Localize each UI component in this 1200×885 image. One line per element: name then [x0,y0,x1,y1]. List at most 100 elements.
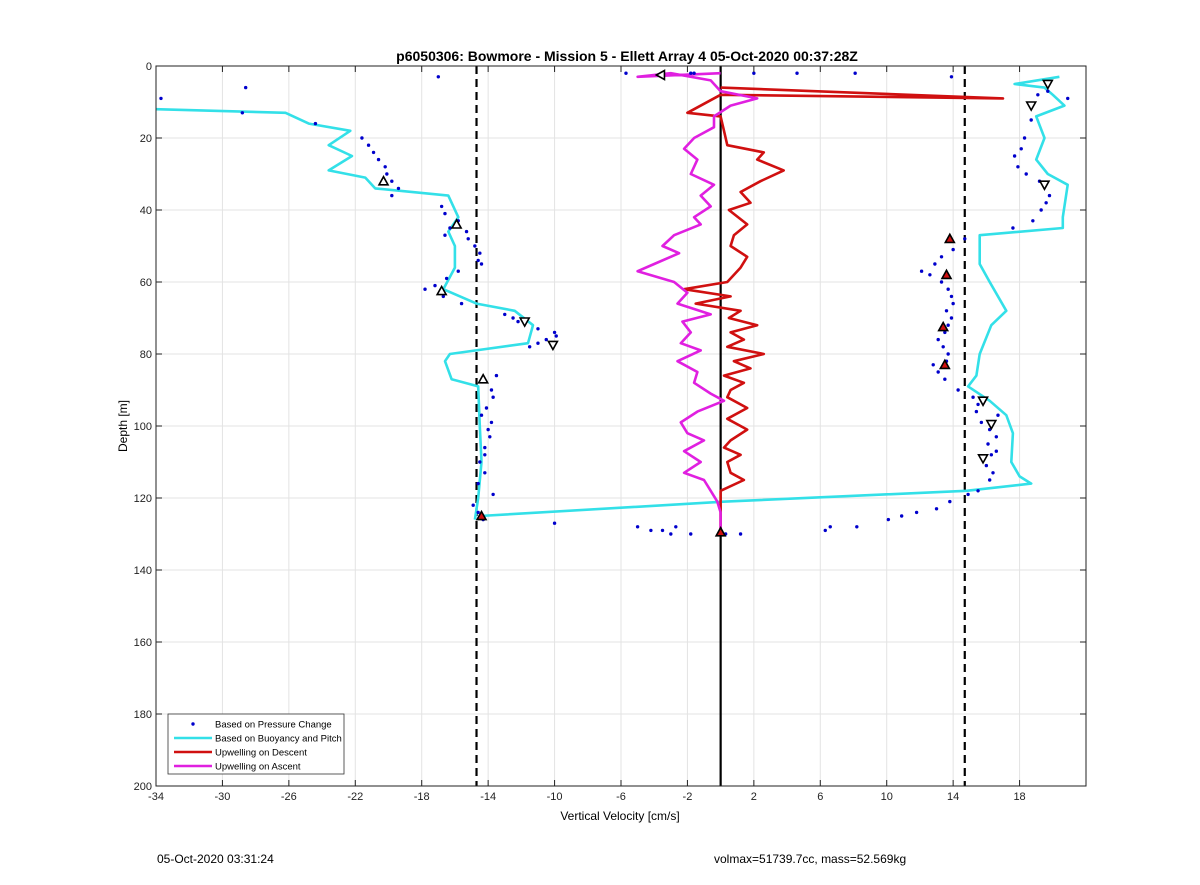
pressure-change-point [795,71,799,75]
pressure-change-point [441,294,446,299]
pressure-change-point [976,402,980,407]
legend-entry-label: Based on Buoyancy and Pitch [215,734,342,745]
pressure-change-point [946,352,950,356]
pressure-change-point [669,532,673,536]
pressure-change-point [987,478,992,482]
x-tick-label: -14 [480,791,496,803]
pressure-change-point [516,319,520,324]
y-tick-label: 60 [140,277,152,289]
pressure-change-point [476,258,480,263]
axis-ticks: -34 -30 -26 -22 -18 -14 -10 -6 -2 2 6 10 14 180204060… [134,61,1086,803]
triangle-down-marker [518,317,531,328]
pressure-change-point [1031,219,1035,223]
y-tick-label: 0 [146,61,152,73]
x-tick-label: 10 [881,791,893,803]
pressure-change-point [1046,89,1050,93]
pressure-change-point [466,237,470,241]
pressure-change-point [464,229,469,234]
pressure-change-point [692,71,696,75]
x-tick-label: -34 [148,791,164,803]
x-tick-label: 2 [751,791,757,803]
pressure-change-point [996,413,1000,417]
pressure-change-point [674,525,678,529]
triangle-up-marker [938,358,951,370]
y-tick-label: 100 [134,421,152,433]
pressure-change-point [886,517,891,522]
triangle-up-marker [714,526,727,537]
pressure-change-point [855,525,859,529]
pressure-change-point [994,435,999,439]
pressure-change-point [1047,193,1052,198]
pressure-change-point [944,309,949,313]
x-tick-label: 18 [1013,791,1025,803]
legend-swatch-dots [191,722,195,726]
pressure-change-point [390,193,394,198]
pressure-change-point [483,445,487,450]
pressure-change-point [689,71,693,75]
pressure-change-point [366,143,371,147]
pressure-change-point [752,71,756,75]
pressure-change-point [536,341,540,345]
pressure-change-point [946,287,950,291]
pressure-change-point [476,510,480,515]
pressure-change-point [979,420,984,425]
triangle-up-marker [435,284,448,296]
x-tick-label: 14 [947,791,959,803]
pressure-change-point [552,330,557,335]
pressure-change-point [483,471,487,475]
pressure-change-point [948,499,952,504]
pressure-change-point [1012,154,1017,158]
pressure-change-point [994,449,999,453]
pressure-change-point [853,71,857,75]
x-tick-label: -10 [547,791,563,803]
pressure-change-point [989,453,994,457]
triangle-up-marker [943,232,956,244]
pressure-change-point [823,528,827,533]
pressure-change-point [443,211,447,216]
pressure-change-point [956,388,960,392]
pressure-change-point [1016,165,1020,169]
pressure-change-point [986,442,990,446]
pressure-change-point [486,427,490,432]
triangle-up-marker [450,218,463,229]
triangle-down-marker [977,453,989,465]
reference-lines [475,66,966,786]
triangle-down-marker [977,396,989,407]
pressure-change-point [936,370,940,374]
triangle-down-marker [985,419,998,431]
pressure-change-point [899,514,904,518]
pressure-change-point [1011,226,1015,230]
pressure-change-point [390,179,394,183]
pressure-change-point [478,251,482,255]
pressure-change-point [933,262,937,266]
pressure-change-point [240,111,245,115]
pressure-change-point [483,453,487,457]
pressure-change-point [949,316,954,320]
pressure-change-point [949,75,954,79]
triangle-up-marker [940,268,953,280]
pressure-change-point [243,85,248,90]
series-upwelling-descent [682,86,1005,534]
pressure-change-point [951,247,955,252]
footer-timestamp: 05-Oct-2020 03:31:24 [157,852,274,866]
y-tick-label: 200 [134,781,152,793]
pressure-change-point [939,255,944,259]
triangle-down-marker [1038,180,1051,191]
series-buoyancy-ascent [479,75,1069,518]
pressure-change-point [456,269,460,273]
pressure-change-point [459,301,464,306]
pressure-change-point [660,528,665,533]
pressure-change-point [1039,208,1043,212]
pressure-change-point [491,492,495,497]
x-tick-label: -2 [683,791,693,803]
pressure-change-point [1044,201,1048,205]
pressure-change-point [635,525,640,529]
pressure-change-point [448,226,452,230]
pressure-change-point [360,136,364,140]
pressure-change-point [313,121,318,126]
triangle-up-marker [377,175,390,186]
x-tick-label: -30 [214,791,230,803]
legend-entry-label: Upwelling on Descent [215,748,307,759]
x-tick-label: -22 [347,791,363,803]
y-axis-label: Depth [m] [116,400,130,452]
